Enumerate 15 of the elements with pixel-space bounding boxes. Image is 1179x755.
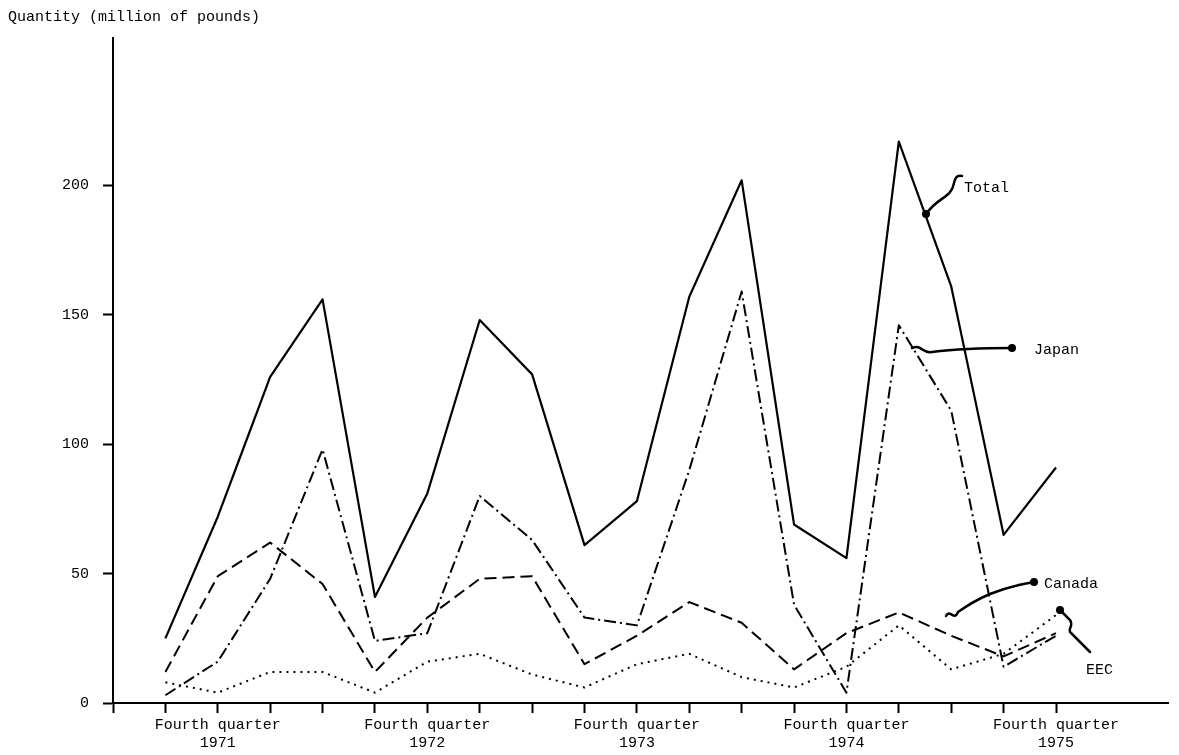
y-tick-label: 50 — [70, 565, 89, 583]
legend-label: Canada — [1044, 575, 1099, 593]
y-tick-label: 0 — [79, 694, 89, 712]
y-tick-label: 150 — [61, 306, 89, 324]
legend-label: Japan — [1034, 341, 1080, 359]
text: EEC — [1086, 661, 1114, 679]
y-tick-label: 200 — [61, 177, 89, 195]
x-tick-label: Fourth quarter 1972 — [364, 716, 491, 752]
x-tick-label: Fourth quarter 1973 — [573, 716, 700, 752]
y-tick-label: 100 — [61, 436, 89, 454]
x-tick-label: Fourth quarter 1974 — [783, 716, 910, 752]
text: Total — [964, 179, 1010, 197]
y-axis-title: Quantity (million of pounds) — [8, 9, 261, 27]
x-tick-label: Fourth quarter 1975 — [992, 716, 1120, 752]
x-tick-label: Fourth quarter 1971 — [154, 716, 281, 752]
